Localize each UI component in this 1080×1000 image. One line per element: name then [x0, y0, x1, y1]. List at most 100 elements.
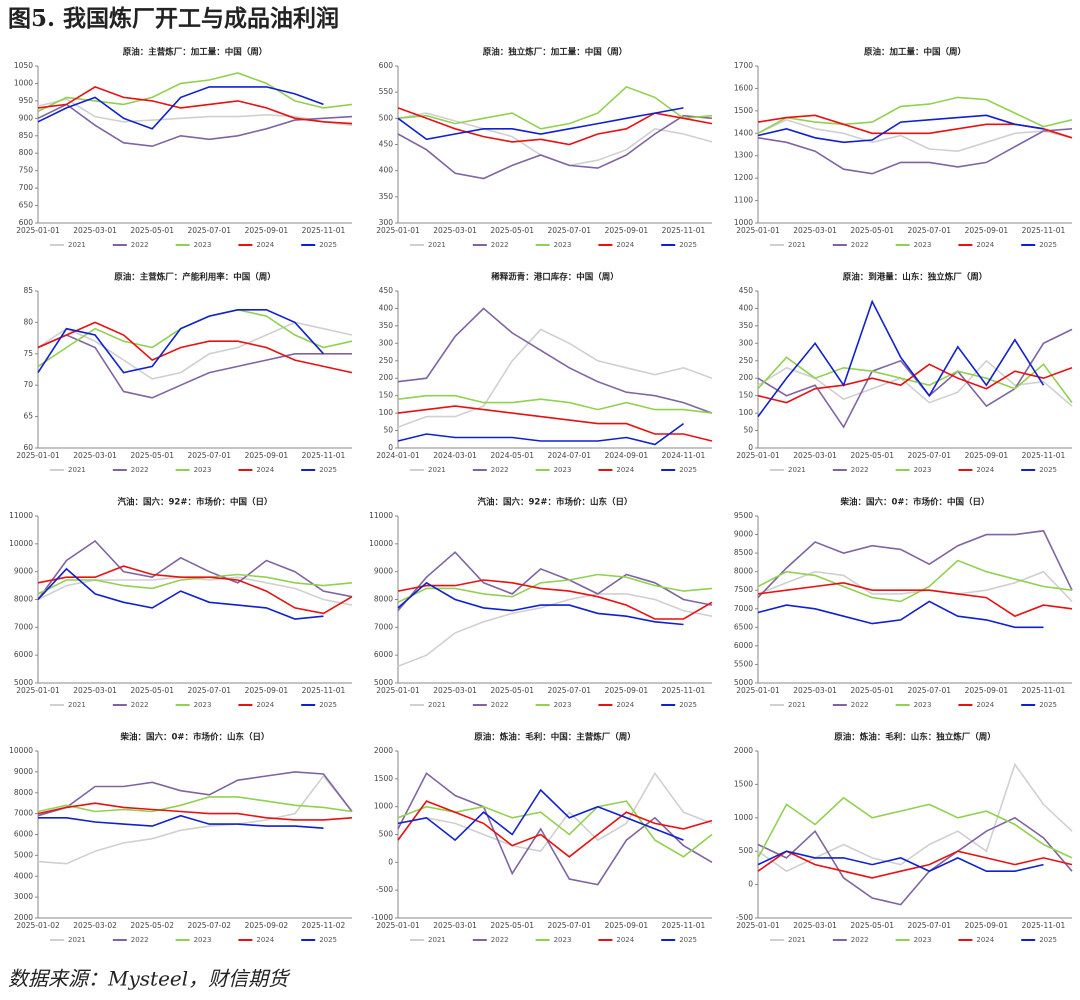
series-line	[397, 800, 713, 858]
chart-title: 汽油：国六：92#：市场价：山东（日）	[478, 497, 633, 508]
y-tick-label: 400	[379, 303, 394, 312]
legend-label: 2025	[1039, 241, 1057, 249]
chart-title: 原油：加工量：中国（周）	[864, 47, 966, 58]
x-tick-label: 2025-01-01	[736, 226, 780, 235]
y-tick-label: 250	[379, 356, 394, 365]
x-tick-label: 2025-11-01	[1022, 921, 1066, 930]
legend-label: 2022	[131, 936, 149, 944]
y-tick-label: 5000	[374, 678, 393, 687]
series-line	[37, 573, 353, 595]
y-tick-label: 6000	[734, 641, 753, 650]
y-tick-label: 50	[743, 426, 753, 435]
y-tick-label: 6000	[14, 830, 33, 839]
series-line	[397, 85, 713, 130]
x-tick-label: 2025-01-01	[376, 921, 420, 930]
legend-label: 2023	[194, 701, 212, 709]
legend-label: 2021	[788, 701, 806, 709]
chart-title: 柴油：国六：0#：市场价：中国（日）	[839, 497, 989, 508]
x-tick-label: 2025-09-01	[965, 921, 1009, 930]
legend-label: 2023	[914, 701, 932, 709]
legend-label: 2025	[319, 701, 337, 709]
chart-title: 原油：炼油：毛利：山东：独立炼厂（周）	[834, 732, 996, 743]
y-tick-label: 1500	[374, 774, 393, 783]
x-tick-label: 2025-11-01	[662, 226, 706, 235]
legend-label: 2021	[428, 241, 446, 249]
y-tick-label: 11000	[369, 511, 393, 520]
series-line	[37, 539, 353, 600]
x-tick-label: 2025-05-01	[490, 686, 534, 695]
y-tick-label: 500	[739, 846, 754, 855]
y-tick-label: 300	[739, 338, 754, 347]
legend-label: 2024	[256, 936, 274, 944]
x-tick-label: 2025-03-01	[793, 686, 837, 695]
y-tick-label: 100	[739, 408, 754, 417]
y-tick-label: 300	[379, 218, 394, 227]
series-line	[397, 771, 713, 853]
series-line	[37, 576, 353, 606]
y-tick-label: 500	[379, 113, 394, 122]
y-tick-label: 60	[23, 443, 33, 452]
series-line	[397, 394, 713, 414]
x-tick-label: 2025-01-01	[376, 686, 420, 695]
series-line	[757, 356, 1073, 404]
series-line	[757, 328, 1073, 429]
series-line	[397, 422, 684, 446]
y-tick-label: 200	[739, 373, 754, 382]
legend-label: 2024	[976, 936, 994, 944]
y-tick-label: 700	[19, 183, 34, 192]
legend-label: 2022	[851, 701, 869, 709]
x-tick-label: 2025-11-01	[662, 921, 706, 930]
series-line	[757, 581, 1073, 618]
series-line	[37, 86, 353, 125]
x-tick-label: 2025-09-01	[245, 451, 289, 460]
y-tick-label: 8000	[14, 788, 33, 797]
y-tick-label: 350	[739, 321, 754, 330]
x-tick-label: 2025-07-01	[907, 226, 951, 235]
series-line	[397, 573, 713, 604]
x-tick-label: 2025-09-01	[245, 226, 289, 235]
y-tick-label: 1000	[734, 813, 753, 822]
x-tick-label: 2024-01-01	[376, 451, 420, 460]
y-tick-label: 8000	[734, 567, 753, 576]
y-tick-label: 9000	[14, 767, 33, 776]
series-line	[397, 800, 713, 858]
x-tick-label: 2025-01-01	[376, 226, 420, 235]
x-tick-label: 2025-11-01	[1022, 226, 1066, 235]
y-tick-label: 11000	[9, 511, 33, 520]
x-tick-label: 2025-03-01	[73, 226, 117, 235]
y-tick-label: 1100	[734, 196, 753, 205]
series-line	[397, 772, 713, 886]
x-tick-label: 2025-05-01	[490, 921, 534, 930]
y-tick-label: 7000	[14, 622, 33, 631]
y-tick-label: 450	[379, 286, 394, 295]
legend-label: 2021	[788, 466, 806, 474]
legend-label: 2024	[256, 466, 274, 474]
series-line	[757, 850, 1044, 873]
legend-label: 2021	[68, 241, 86, 249]
series-line	[397, 551, 713, 612]
x-tick-label: 2025-11-01	[302, 451, 346, 460]
y-tick-label: 10000	[9, 539, 33, 548]
legend-label: 2023	[194, 936, 212, 944]
chart-title: 原油：炼油：毛利：中国：主营炼厂（周）	[474, 732, 636, 743]
series-line	[757, 600, 1044, 629]
series-line	[397, 788, 684, 842]
x-tick-label: 2025-07-01	[907, 921, 951, 930]
legend-label: 2023	[554, 241, 572, 249]
x-tick-label: 2025-05-01	[850, 686, 894, 695]
y-tick-label: 1700	[734, 61, 753, 70]
x-tick-label: 2025-03-02	[73, 921, 117, 930]
y-tick-label: 6000	[14, 650, 33, 659]
series-line	[397, 579, 713, 620]
x-tick-label: 2025-01-02	[16, 921, 60, 930]
x-tick-label: 2025-09-02	[245, 921, 289, 930]
y-tick-label: 9500	[734, 511, 753, 520]
legend-label: 2024	[256, 701, 274, 709]
legend-label: 2022	[851, 936, 869, 944]
x-tick-label: 2025-05-01	[130, 451, 174, 460]
legend-label: 2021	[428, 466, 446, 474]
x-tick-label: 2025-03-01	[793, 451, 837, 460]
y-tick-label: 1300	[734, 151, 753, 160]
legend-label: 2023	[914, 241, 932, 249]
x-tick-label: 2025-11-01	[662, 686, 706, 695]
